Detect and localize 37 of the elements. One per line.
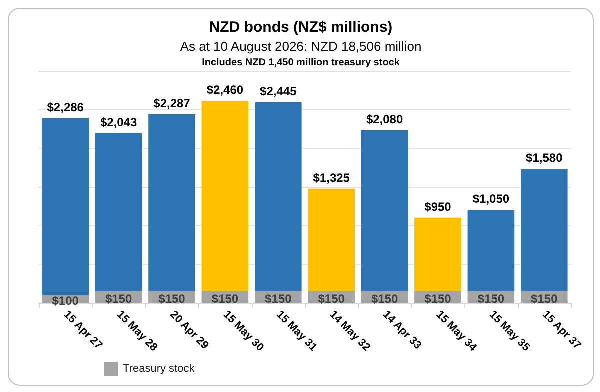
chart-subtitle: As at 10 August 2026: NZD 18,506 million [180,39,422,54]
data-label: $1,050 [472,192,510,206]
data-label: $150 [531,292,558,306]
text: Includes NZD 1,450 million treasury stock [202,58,400,68]
data-label: $150 [478,292,505,306]
bar [361,130,408,292]
bar [254,102,302,292]
x-tick-label: 15 Apr 27 [61,308,105,352]
data-label: $2,445 [260,84,298,98]
data-label: $950 [424,200,452,214]
bar [148,114,196,292]
data-label: $2,080 [366,112,404,127]
data-label: $2,043 [100,115,138,130]
bar [520,169,568,292]
bar [95,133,142,292]
data-label: $150 [318,292,346,306]
data-label: $1,580 [526,151,564,166]
legend-label: Treasury stock [123,363,196,375]
data-label: $150 [424,292,452,306]
data-label: $2,286 [47,100,84,114]
data-label: $150 [212,292,239,306]
bar [468,210,515,292]
bar [414,218,462,292]
data-label: $150 [158,292,186,306]
x-tick-label: 20 Apr 29 [168,308,211,352]
data-label: $150 [105,292,132,306]
data-label: $150 [265,292,292,306]
x-tick-label: 15 Apr 37 [540,308,584,352]
bar [42,118,90,296]
data-label: $2,460 [206,83,244,98]
bar [308,188,356,292]
x-tick-label: 14 Apr 33 [380,308,424,352]
data-label: $1,325 [313,170,350,185]
data-label: $2,287 [154,96,191,111]
data-label: $150 [371,292,398,306]
chart-title: NZD bonds (NZ$ millions) [209,19,393,36]
bar [202,101,249,292]
